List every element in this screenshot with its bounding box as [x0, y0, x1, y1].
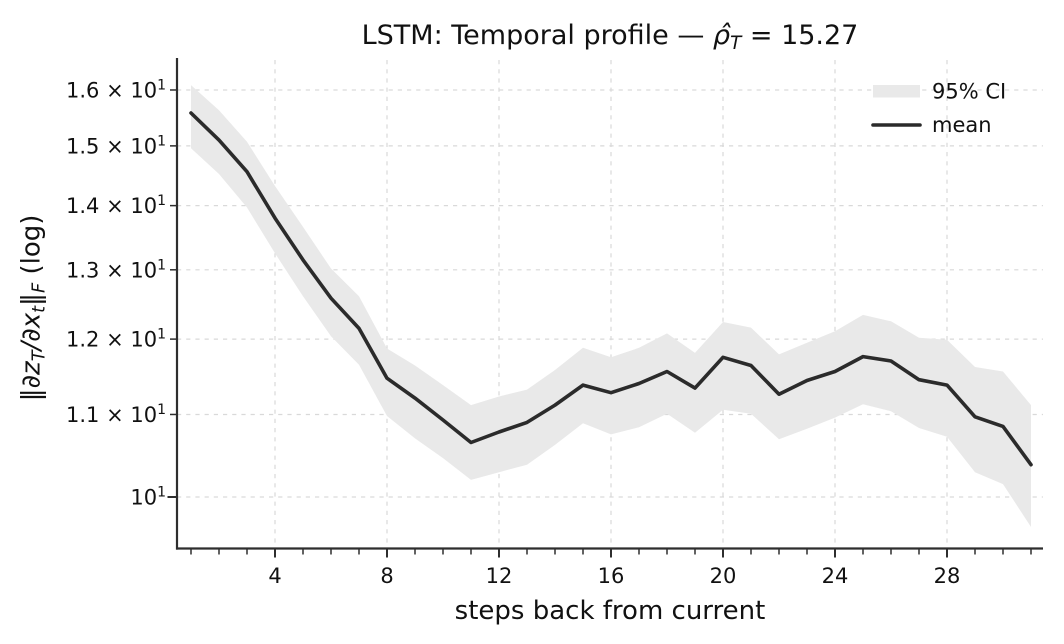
y-tick-label: 1.3 × 101: [66, 257, 166, 282]
y-tick-label: 1.5 × 101: [66, 133, 166, 158]
title-value: = 15.27: [741, 20, 859, 51]
legend: 95% CI mean: [871, 80, 1006, 137]
x-tick-label: 12: [486, 564, 513, 588]
x-tick-label: 4: [268, 564, 281, 588]
y-axis: 101 1.1 × 101 1.2 × 101 1.3 × 101 1.4 × 101 1…: [66, 77, 177, 510]
x-tick-label: 8: [380, 564, 393, 588]
y-axis-label: ‖∂zT/∂xt‖F (log): [16, 214, 50, 402]
x-tick-label: 16: [598, 564, 625, 588]
legend-band-label: 95% CI: [932, 80, 1006, 104]
legend-line-label: mean: [932, 113, 992, 137]
confidence-band: [191, 85, 1031, 527]
rho-hat-symbol: ρ̂: [712, 20, 731, 51]
y-tick-label: 1.6 × 101: [66, 77, 166, 102]
x-axis-label-text: steps back from current: [454, 596, 766, 626]
x-axis: 4 8 12 16 20 24 28: [190, 549, 1032, 588]
y-tick-label: 1.1 × 101: [66, 402, 166, 427]
x-tick-label: 24: [822, 564, 849, 588]
x-axis-label: steps back from current: [177, 596, 1043, 626]
mean-line: [189, 111, 1033, 467]
y-tick-label: 1.4 × 101: [66, 193, 166, 218]
y-tick-label: 101: [130, 485, 166, 510]
rho-subscript: T: [730, 33, 742, 55]
x-tick-label: 28: [934, 564, 961, 588]
y-tick-label: 1.2 × 101: [66, 327, 166, 352]
x-tick-label: 20: [710, 564, 737, 588]
title-text: LSTM: Temporal profile —: [361, 20, 713, 51]
legend-band-swatch: [873, 85, 920, 98]
chart-title: LSTM: Temporal profile — ρ̂T = 15.27: [177, 20, 1043, 54]
gridlines: [177, 60, 1043, 549]
